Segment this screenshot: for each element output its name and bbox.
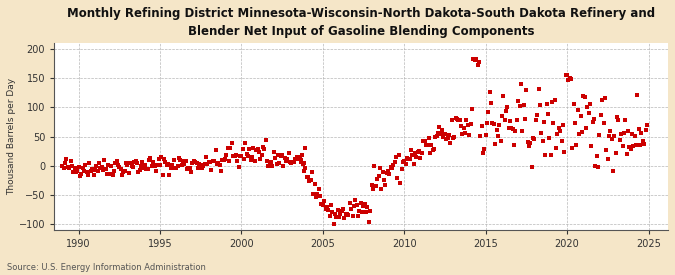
Text: Source: U.S. Energy Information Administration: Source: U.S. Energy Information Administ…: [7, 263, 206, 272]
Y-axis label: Thousand Barrels per Day: Thousand Barrels per Day: [7, 78, 16, 195]
Title: Monthly Refining District Minnesota-Wisconsin-North Dakota-South Dakota Refinery: Monthly Refining District Minnesota-Wisc…: [67, 7, 655, 38]
